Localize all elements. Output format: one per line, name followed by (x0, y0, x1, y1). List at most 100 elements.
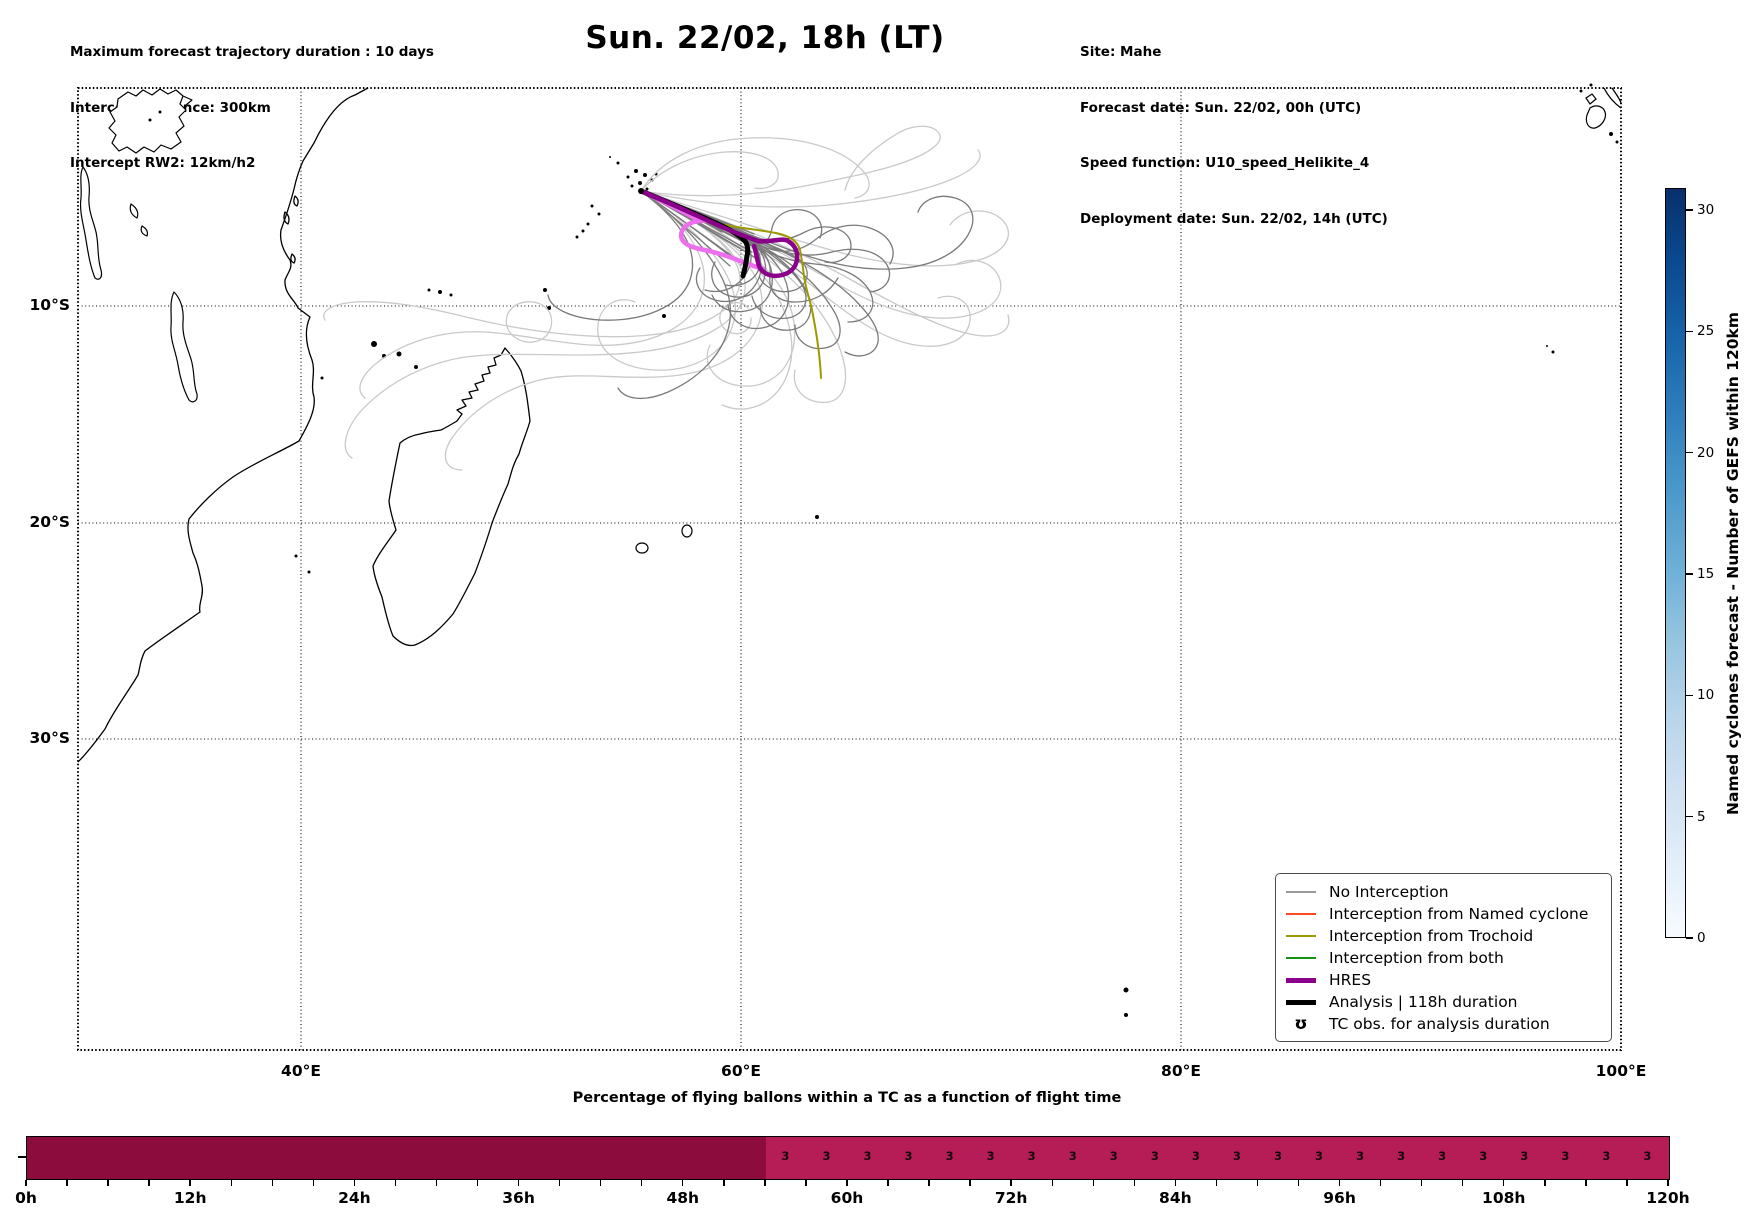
strip-minor-tick (189, 1180, 191, 1186)
strip-hour-label: 72h (994, 1189, 1028, 1207)
island-dot (543, 288, 547, 292)
island-dot (1124, 1013, 1128, 1017)
island-dot (320, 376, 324, 380)
gefs-trajectory-light (640, 190, 1010, 337)
y-tick-label: 20°S (29, 513, 70, 531)
strip-value-label: 3 (1273, 1149, 1282, 1163)
gefs-trajectory-light (640, 137, 870, 199)
legend-label: No Interception (1329, 882, 1449, 901)
strip-minor-tick (1462, 1180, 1464, 1186)
gefs-trajectory-light (444, 190, 763, 471)
island-dot (158, 110, 162, 114)
x-tick-label: 80°E (1161, 1062, 1201, 1080)
speed-function-line: Speed function: U10_speed_Helikite_4 (1080, 155, 1370, 171)
legend-row: Interception from Trochoid (1286, 925, 1601, 946)
strip-value-label: 3 (1561, 1149, 1570, 1163)
strip-minor-tick (1338, 1180, 1341, 1186)
island-outline (1585, 93, 1597, 105)
island-dot (638, 181, 642, 185)
legend-row: Interception from both (1286, 947, 1601, 968)
legend-row: Analysis | 118h duration (1286, 992, 1601, 1013)
strip-value-label: 3 (1438, 1149, 1447, 1163)
strip-value-label: 3 (1643, 1149, 1652, 1163)
gefs-trajectory-dark (547, 190, 694, 321)
strip-minor-tick (1544, 1180, 1546, 1186)
strip-value-label: 3 (1356, 1149, 1365, 1163)
island-dot (626, 175, 630, 179)
strip-minor-tick (682, 1180, 684, 1186)
strip-minor-tick (1297, 1180, 1300, 1186)
strip-minor-tick (1010, 1180, 1012, 1186)
island-dot (581, 229, 585, 233)
strip-minor-tick (1503, 1180, 1505, 1186)
island-outline (1585, 105, 1607, 129)
island-dot (396, 351, 402, 357)
gefs-trajectory-light (640, 125, 941, 197)
colorbar-tick-label: 0 (1697, 930, 1706, 946)
colorbar-label: Named cyclones forecast - Number of GEFS… (1724, 311, 1742, 815)
strip-value-label: 3 (1109, 1149, 1118, 1163)
island-dot (1123, 987, 1129, 993)
island-dot (590, 204, 594, 208)
colorbar-tick (1686, 209, 1693, 211)
island-dot (815, 515, 819, 519)
strip-minor-tick (271, 1180, 273, 1186)
gefs-trajectory-light (344, 190, 746, 459)
strip-minor-tick (1420, 1180, 1423, 1186)
island-dot (575, 235, 579, 239)
gefs-trajectory-dark (640, 190, 974, 270)
coastline (290, 253, 296, 264)
island-dot (597, 212, 601, 216)
colorbar-tick-label: 25 (1697, 323, 1715, 340)
strip-hour-label: 84h (1159, 1189, 1192, 1207)
legend-row: Interception from Named cyclone (1286, 903, 1601, 924)
strip-hour-label: 108h (1482, 1189, 1526, 1207)
strip-value-label: 3 (986, 1149, 995, 1163)
strip-minor-tick (887, 1180, 889, 1186)
strip-hour-label: 120h (1646, 1189, 1690, 1207)
x-tick-label: 60°E (721, 1062, 761, 1080)
island-dot (643, 173, 647, 177)
legend-label: Interception from Trochoid (1329, 926, 1534, 945)
colorbar (1665, 188, 1686, 938)
island-dot (1579, 89, 1583, 93)
island-dot (1546, 345, 1548, 347)
colorbar-tick-label: 30 (1697, 201, 1715, 218)
forecast-date-line: Forecast date: Sun. 22/02, 00h (UTC) (1080, 99, 1362, 116)
trochoid-trajectory (719, 223, 822, 379)
colorbar-tick (1686, 451, 1693, 454)
strip-minor-tick (1174, 1180, 1177, 1186)
legend-label: Interception from both (1329, 948, 1504, 967)
coastline (1611, 87, 1622, 104)
hres-secondary-trajectory (638, 188, 766, 272)
strip-minor-tick (805, 1180, 807, 1186)
strip-minor-tick (312, 1180, 315, 1186)
gefs-trajectory-light (719, 301, 752, 335)
strip-value-label: 3 (1397, 1149, 1406, 1163)
island-dot (586, 222, 590, 226)
strip-minor-tick (394, 1180, 397, 1186)
lake-outline (182, 95, 193, 106)
gefs-trajectory-light (597, 190, 737, 371)
gefs-trajectory-light (640, 190, 1009, 267)
x-tick-label: 100°E (1595, 1062, 1647, 1080)
island-ring (635, 542, 649, 554)
island-dot (609, 156, 611, 158)
strip-minor-tick (1092, 1180, 1094, 1186)
y-tick-label: 30°S (29, 729, 70, 747)
strip-minor-tick (969, 1180, 971, 1186)
deployment-date-line: Deployment date: Sun. 22/02, 14h (UTC) (1080, 210, 1388, 227)
colorbar-tick (1686, 330, 1693, 333)
strip-minor-tick (599, 1180, 602, 1186)
strip-value-label: 3 (1232, 1149, 1241, 1163)
colorbar-tick (1686, 573, 1693, 575)
island-dot (662, 314, 666, 318)
island-dot (1609, 132, 1613, 136)
legend-row: HRES (1286, 970, 1601, 991)
strip-value-label: 3 (1315, 1149, 1324, 1163)
legend-line-sample (1286, 956, 1316, 959)
legend-label: TC obs. for analysis duration (1329, 1015, 1550, 1034)
colorbar-label-wrap: Named cyclones forecast - Number of GEFS… (1716, 188, 1750, 938)
map-frame (77, 87, 1622, 1051)
legend-line-sample (1286, 999, 1316, 1005)
